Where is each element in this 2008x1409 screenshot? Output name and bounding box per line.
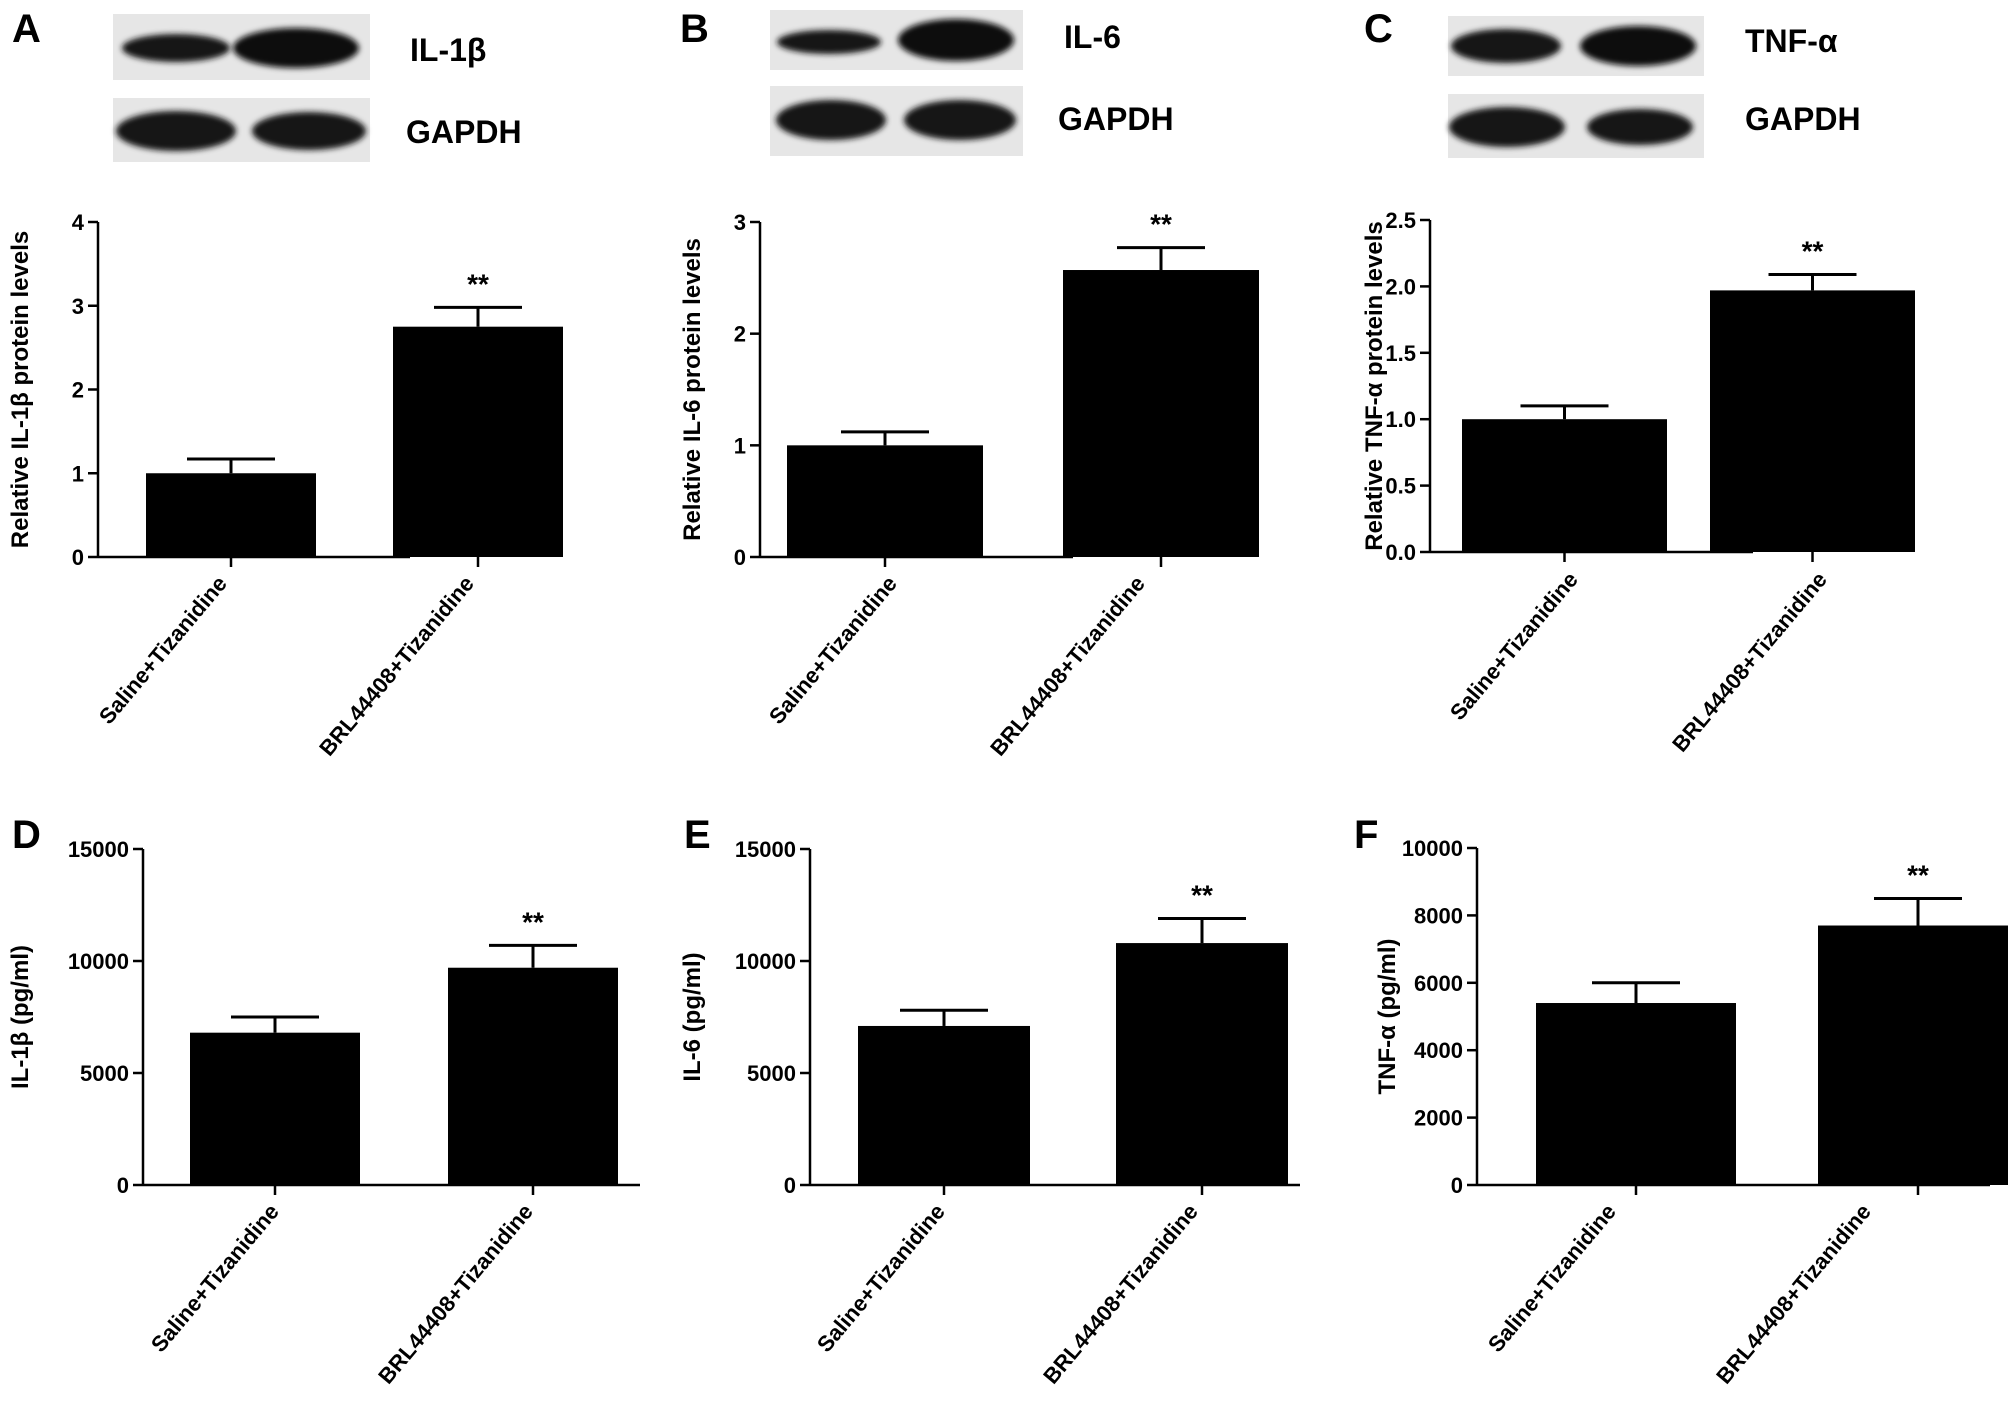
y-tick-label: 0 (734, 545, 746, 570)
chart-panel-a: 0 1 2 3 4 Relative IL-1β protein levels Saline… (7, 210, 563, 761)
western-blot-c (1448, 16, 1704, 158)
blot-label-gapdh-b: GAPDH (1058, 101, 1174, 137)
category-label: Saline+Tizanidine (812, 1199, 950, 1357)
category-label: BRL44408+Tizanidine (1711, 1199, 1876, 1389)
y-tick-label: 1.5 (1385, 341, 1416, 366)
bar (1116, 943, 1288, 1185)
y-tick-label: 4000 (1414, 1038, 1463, 1063)
category-label: Saline+Tizanidine (146, 1199, 284, 1357)
category-label: BRL44408+Tizanidine (1667, 567, 1832, 757)
bar (1462, 419, 1667, 552)
significance-marker: ** (1191, 879, 1213, 910)
chart-panel-f: 0 2000 4000 6000 8000 10000 TNF-α (pg/ml) Salin… (1374, 836, 2008, 1389)
category-label: BRL44408+Tizanidine (314, 571, 479, 761)
category-label: Saline+Tizanidine (94, 571, 232, 729)
significance-marker: ** (522, 906, 544, 937)
western-blot-b (770, 10, 1023, 156)
western-blot-a (113, 14, 370, 162)
y-tick-label: 10000 (735, 949, 796, 974)
y-tick-label: 0 (72, 545, 84, 570)
blot-label-gapdh-a: GAPDH (406, 114, 522, 150)
blot-label-il6: IL-6 (1064, 19, 1121, 55)
chart-panel-e: 0 5000 10000 15000 IL-6 (pg/ml) Saline+Tizani… (679, 837, 1300, 1389)
y-axis-label: Relative IL-1β protein levels (7, 231, 34, 548)
y-tick-label: 15000 (735, 837, 796, 862)
significance-marker: ** (1802, 235, 1824, 266)
y-tick-label: 10000 (1402, 836, 1463, 861)
y-tick-label: 1 (734, 433, 746, 458)
panel-letter-c: C (1364, 7, 1393, 51)
y-tick-label: 3 (72, 294, 84, 319)
category-label: Saline+Tizanidine (764, 571, 902, 729)
y-tick-label: 2.0 (1385, 274, 1416, 299)
y-tick-label: 0 (784, 1173, 796, 1198)
y-tick-label: 6000 (1414, 971, 1463, 996)
bar (1818, 925, 2008, 1185)
y-axis-label: Relative TNF-α protein levels (1361, 221, 1388, 551)
significance-marker: ** (1907, 860, 1929, 891)
panel-letter-a: A (12, 7, 41, 51)
chart-panel-d: 0 5000 10000 15000 IL-1β (pg/ml) Saline+Tizan… (7, 837, 640, 1389)
blot-label-il1b: IL-1β (410, 32, 486, 68)
category-label: Saline+Tizanidine (1445, 567, 1583, 725)
y-axis-label: TNF-α (pg/ml) (1374, 938, 1401, 1094)
panel-letter-d: D (12, 813, 41, 857)
bar (1710, 290, 1915, 552)
y-tick-label: 8000 (1414, 903, 1463, 928)
y-tick-label: 1.0 (1385, 407, 1416, 432)
blot-label-tnfa: TNF-α (1745, 23, 1838, 59)
bar (190, 1032, 360, 1185)
bar (1536, 1003, 1736, 1185)
panel-letter-b: B (680, 7, 709, 51)
y-tick-label: 0 (1451, 1173, 1463, 1198)
bar (146, 473, 316, 557)
y-axis-label: IL-1β (pg/ml) (7, 945, 34, 1089)
y-tick-label: 0 (117, 1173, 129, 1198)
y-tick-label: 5000 (747, 1061, 796, 1086)
y-tick-label: 5000 (80, 1061, 129, 1086)
bar (858, 1025, 1030, 1185)
y-tick-label: 2 (72, 378, 84, 403)
bar (448, 967, 618, 1185)
category-label: BRL44408+Tizanidine (373, 1199, 538, 1389)
category-label: BRL44408+Tizanidine (1038, 1199, 1203, 1389)
bar (1063, 270, 1259, 557)
y-axis-label: Relative IL-6 protein levels (679, 238, 706, 541)
significance-marker: ** (1150, 209, 1172, 240)
chart-panel-b: 0 1 2 3 Relative IL-6 protein levels Saline+T… (679, 209, 1259, 761)
y-tick-label: 1 (72, 461, 84, 486)
blot-label-gapdh-c: GAPDH (1745, 101, 1861, 137)
y-tick-label: 15000 (68, 837, 129, 862)
y-tick-label: 4 (72, 210, 85, 235)
bar (787, 445, 983, 557)
y-tick-label: 3 (734, 210, 746, 235)
panel-letter-e: E (684, 813, 711, 857)
y-axis-label: IL-6 (pg/ml) (679, 952, 706, 1081)
y-tick-label: 2000 (1414, 1106, 1463, 1131)
panel-letter-f: F (1354, 813, 1378, 857)
significance-marker: ** (467, 268, 489, 299)
y-tick-label: 0.0 (1385, 540, 1416, 565)
category-label: BRL44408+Tizanidine (985, 571, 1150, 761)
y-tick-label: 2.5 (1385, 208, 1416, 233)
y-tick-label: 0.5 (1385, 474, 1416, 499)
y-tick-label: 2 (734, 322, 746, 347)
bar (393, 326, 563, 557)
y-tick-label: 10000 (68, 949, 129, 974)
category-label: Saline+Tizanidine (1483, 1199, 1621, 1357)
